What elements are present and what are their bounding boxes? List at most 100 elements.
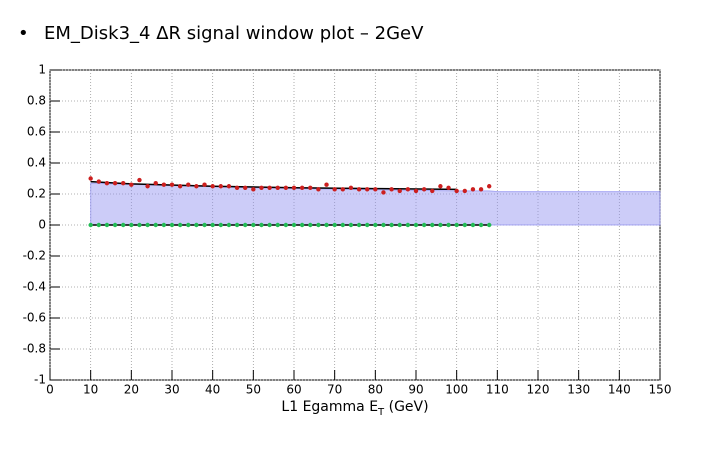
data-point bbox=[438, 222, 443, 228]
x-tick-label: 130 bbox=[567, 383, 590, 397]
data-point bbox=[430, 188, 435, 194]
data-point bbox=[96, 179, 102, 184]
data-point bbox=[381, 190, 386, 195]
y-tick-label: 0.8 bbox=[27, 94, 46, 108]
data-point bbox=[218, 222, 223, 228]
data-point bbox=[275, 185, 280, 190]
data-point bbox=[316, 222, 321, 228]
data-point bbox=[397, 188, 402, 194]
x-tick-label: 140 bbox=[608, 383, 631, 397]
data-point bbox=[299, 185, 305, 190]
data-point bbox=[405, 187, 411, 192]
data-point bbox=[186, 182, 191, 187]
data-point bbox=[373, 187, 378, 192]
data-point bbox=[169, 222, 175, 228]
y-tick-label: -1 bbox=[34, 373, 46, 387]
data-point bbox=[462, 222, 467, 228]
x-tick-label: 10 bbox=[83, 383, 98, 397]
data-point bbox=[251, 187, 256, 192]
data-point bbox=[161, 222, 167, 228]
data-point bbox=[186, 222, 191, 228]
data-point bbox=[299, 222, 305, 228]
data-point bbox=[104, 222, 110, 228]
slide-title: EM_Disk3_4 ΔR signal window plot – 2GeV bbox=[44, 23, 424, 44]
data-point bbox=[405, 222, 411, 228]
data-point bbox=[332, 222, 337, 228]
y-tick-label: 0.4 bbox=[27, 156, 46, 170]
data-point bbox=[161, 182, 167, 187]
data-point bbox=[438, 184, 443, 189]
x-tick-label: 30 bbox=[164, 383, 179, 397]
x-tick-label: 50 bbox=[246, 383, 261, 397]
x-tick-label: 70 bbox=[327, 383, 342, 397]
data-point bbox=[275, 222, 280, 228]
data-point bbox=[340, 187, 345, 192]
data-point bbox=[177, 222, 183, 228]
data-point bbox=[202, 222, 207, 228]
data-point bbox=[324, 182, 329, 187]
data-point bbox=[234, 222, 240, 228]
data-point bbox=[487, 184, 492, 189]
x-tick-label: 120 bbox=[527, 383, 550, 397]
data-point bbox=[218, 184, 223, 189]
x-tick-label: 0 bbox=[46, 383, 54, 397]
data-point bbox=[145, 222, 150, 228]
data-point bbox=[324, 222, 329, 228]
data-point bbox=[462, 188, 467, 194]
data-point bbox=[104, 180, 110, 186]
y-tick-label: -0.8 bbox=[23, 342, 46, 356]
x-tick-label: 90 bbox=[408, 383, 423, 397]
data-point bbox=[348, 222, 354, 228]
data-point bbox=[145, 184, 150, 189]
data-point bbox=[365, 222, 370, 228]
data-point bbox=[356, 187, 362, 192]
data-point bbox=[137, 177, 142, 183]
data-point bbox=[332, 187, 337, 192]
x-label-part: (GeV) bbox=[384, 399, 428, 415]
x-tick-label: 40 bbox=[205, 383, 220, 397]
x-label-part: L1 Egamma E bbox=[281, 399, 378, 415]
data-point bbox=[153, 180, 158, 186]
data-point bbox=[430, 222, 435, 228]
data-point bbox=[226, 222, 232, 228]
data-point bbox=[202, 182, 207, 187]
data-point bbox=[121, 222, 126, 228]
x-tick-label: 80 bbox=[368, 383, 383, 397]
data-point bbox=[389, 222, 394, 228]
data-point bbox=[169, 182, 175, 187]
data-point bbox=[112, 222, 118, 228]
data-point bbox=[226, 184, 232, 189]
data-point bbox=[267, 222, 272, 228]
data-point bbox=[446, 185, 451, 190]
data-point bbox=[177, 184, 183, 189]
data-point bbox=[478, 187, 484, 192]
data-point bbox=[283, 222, 289, 228]
data-point bbox=[470, 222, 476, 228]
x-tick-label: 20 bbox=[124, 383, 139, 397]
data-point bbox=[121, 180, 126, 186]
data-point bbox=[389, 187, 394, 192]
data-point bbox=[88, 176, 93, 181]
data-point bbox=[243, 185, 248, 190]
data-point bbox=[194, 222, 199, 228]
x-label-subscript: T bbox=[377, 407, 385, 418]
x-tick-label: 110 bbox=[486, 383, 509, 397]
data-point bbox=[421, 187, 427, 192]
data-point bbox=[446, 222, 451, 228]
data-point bbox=[112, 180, 118, 186]
data-point bbox=[137, 222, 142, 228]
data-point bbox=[129, 222, 134, 228]
data-point bbox=[421, 222, 427, 228]
data-point bbox=[316, 187, 321, 192]
y-tick-label: 1 bbox=[38, 63, 46, 77]
x-tick-label: 60 bbox=[286, 383, 301, 397]
data-point bbox=[413, 222, 419, 228]
data-point bbox=[291, 185, 297, 190]
data-point bbox=[267, 185, 272, 190]
data-point bbox=[96, 222, 102, 228]
data-point bbox=[308, 185, 313, 190]
y-tick-label: -0.2 bbox=[23, 249, 46, 263]
data-point bbox=[365, 187, 370, 192]
y-tick-label: 0.6 bbox=[27, 125, 46, 139]
